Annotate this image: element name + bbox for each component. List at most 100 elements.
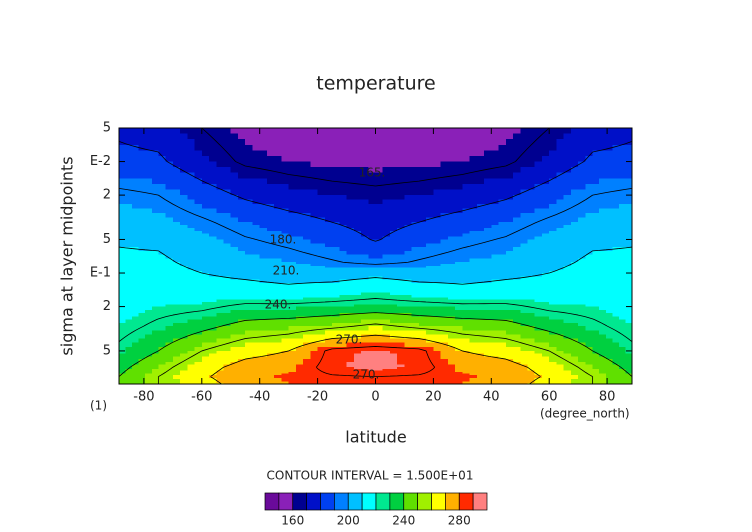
contour-cell: [172, 213, 181, 219]
contour-cell: [274, 183, 283, 191]
contour-cell: [346, 139, 355, 146]
contour-cell: [426, 250, 435, 256]
contour-cell: [592, 319, 600, 324]
contour-cell: [151, 267, 159, 271]
contour-cell: [541, 334, 550, 340]
contour-cell: [209, 334, 217, 340]
contour-cell: [447, 227, 456, 232]
contour-cell: [266, 183, 275, 191]
contour-cell: [570, 316, 579, 321]
contour-cell: [132, 144, 140, 151]
contour-cell: [426, 265, 435, 269]
contour-cell: [578, 230, 586, 235]
contour-cell: [339, 139, 348, 146]
contour-cell: [274, 286, 283, 290]
contour-cell: [295, 227, 304, 232]
contour-cell: [361, 356, 369, 360]
contour-cell: [556, 133, 565, 140]
contour-cell: [259, 265, 268, 269]
contour-cell: [274, 254, 283, 260]
contour-cell: [556, 359, 565, 363]
contour-cell: [132, 271, 140, 274]
contour-cell: [125, 301, 133, 305]
contour-cell: [165, 316, 174, 321]
contour-cell: [281, 346, 290, 352]
contour-cell: [578, 292, 586, 296]
contour-cell: [418, 150, 427, 157]
contour-cell: [411, 227, 420, 232]
contour-cell: [570, 279, 579, 284]
contour-cell: [585, 368, 594, 371]
contour-cell: [491, 172, 500, 179]
contour-cell: [252, 150, 261, 157]
contour-cell: [368, 262, 377, 265]
contour-cell: [563, 279, 572, 284]
contour-cell: [353, 254, 362, 260]
contour-cell: [527, 222, 536, 226]
contour-cell: [310, 230, 319, 235]
contour-cell: [266, 262, 275, 265]
contour-cell: [201, 297, 210, 301]
contour-cell: [382, 133, 391, 140]
contour-cell: [361, 225, 369, 229]
contour-cell: [612, 243, 620, 248]
contour-cell: [484, 264, 492, 267]
contour-cell: [138, 319, 146, 324]
contour-cell: [187, 236, 196, 241]
contour-cell: [618, 195, 627, 201]
contour-cell: [216, 301, 225, 305]
contour-cell: [433, 309, 442, 314]
contour-cell: [563, 167, 572, 174]
contour-cell: [252, 359, 261, 363]
contour-cell: [165, 306, 174, 311]
contour-cell: [491, 279, 500, 284]
contour-cell: [216, 286, 225, 290]
contour-cell: [462, 289, 471, 294]
contour-cell: [418, 359, 427, 363]
contour-cell: [353, 269, 362, 272]
contour-cell: [455, 273, 463, 277]
contour-cell: [119, 273, 127, 277]
contour-cell: [491, 267, 500, 271]
contour-cell: [618, 359, 627, 363]
contour-cell: [618, 178, 627, 185]
contour-cell: [570, 304, 579, 308]
contour-cell: [585, 364, 594, 368]
contour-cell: [556, 294, 565, 298]
contour-cell: [476, 262, 485, 265]
contour-cell: [361, 299, 369, 303]
contour-cell: [288, 359, 297, 363]
contour-cell: [563, 370, 572, 373]
contour-cell: [397, 306, 406, 311]
contour-cell: [426, 222, 435, 226]
contour-cell: [172, 243, 181, 248]
contour-cell: [455, 128, 463, 135]
contour-cell: [618, 236, 627, 241]
contour-cell: [187, 230, 196, 235]
contour-cell: [462, 183, 471, 191]
contour-cell: [165, 297, 174, 301]
contour-cell: [612, 279, 620, 284]
contour-cell: [346, 250, 355, 256]
contour-cell: [194, 204, 203, 210]
contour-cell: [426, 195, 435, 201]
contour-cell: [505, 225, 514, 229]
contour-cell: [252, 356, 261, 360]
contour-cell: [125, 319, 133, 324]
contour-cell: [484, 195, 492, 201]
contour-cell: [138, 292, 146, 296]
contour-cell: [187, 195, 196, 201]
contour-cell: [317, 183, 326, 191]
contour-cell: [389, 225, 398, 229]
contour-cell: [440, 301, 449, 305]
contour-cell: [361, 213, 369, 219]
contour-cell: [462, 299, 471, 303]
contour-cell: [119, 319, 127, 324]
contour-cell: [534, 239, 543, 244]
contour-cell: [541, 313, 550, 317]
contour-cell: [418, 161, 427, 168]
contour-cell: [172, 282, 181, 287]
contour-cell: [180, 267, 188, 271]
contour-cell: [592, 155, 600, 163]
contour-cell: [339, 254, 348, 260]
